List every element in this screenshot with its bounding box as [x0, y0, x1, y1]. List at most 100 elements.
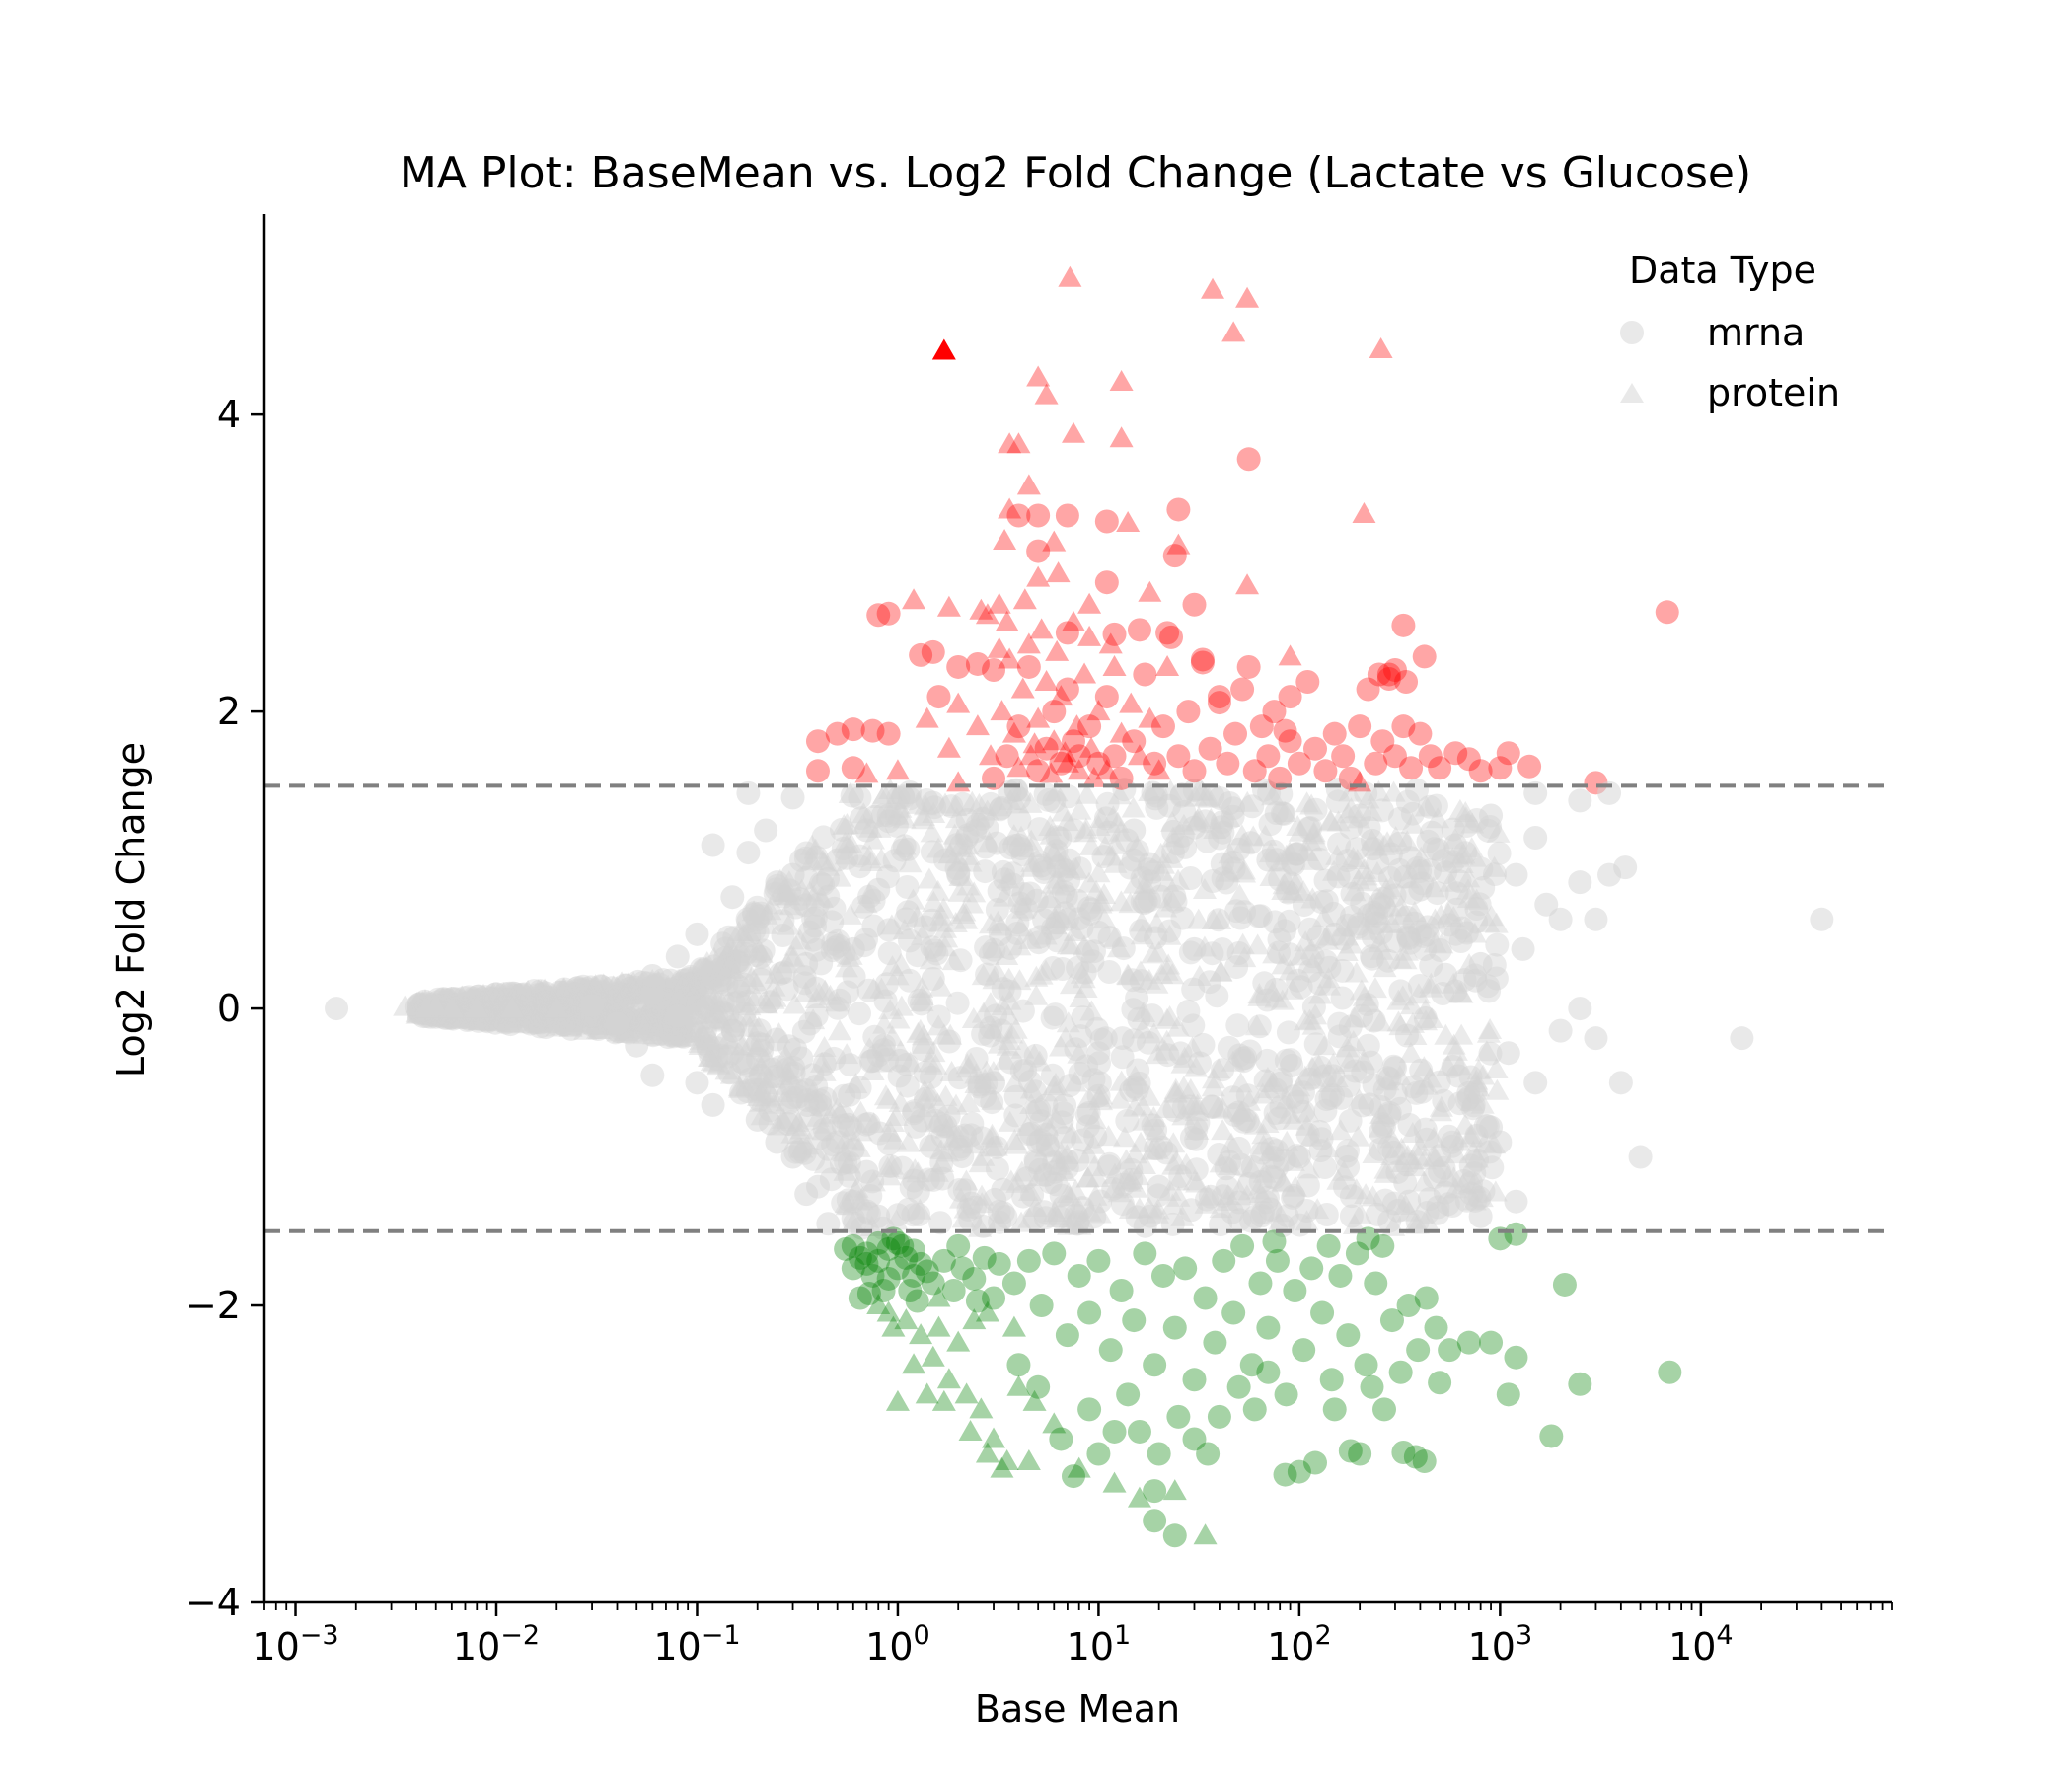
cloud-point — [1258, 1141, 1283, 1162]
cloud-point — [861, 914, 886, 938]
cloud-point — [1314, 1087, 1339, 1112]
cloud-point — [1240, 1154, 1265, 1179]
cloud-point — [1137, 888, 1161, 913]
cloud-point — [1048, 826, 1073, 851]
cloud-point — [995, 943, 1019, 965]
x-tick-label: 101 — [1067, 1620, 1132, 1669]
cloud-point — [1111, 936, 1136, 961]
cloud-point — [691, 1021, 715, 1043]
down-mrna-point — [1504, 1345, 1528, 1370]
cloud-point — [999, 1050, 1023, 1075]
cloud-point — [697, 1046, 721, 1068]
cloud-point — [497, 981, 522, 1005]
cloud-point — [1366, 1202, 1389, 1226]
cloud-point — [1370, 1112, 1395, 1137]
cloud-point — [1171, 1104, 1196, 1126]
cloud-point — [466, 984, 490, 1008]
cloud-point — [1079, 1000, 1104, 1021]
cloud-point — [1168, 1164, 1193, 1189]
cloud-point — [818, 1103, 843, 1125]
cloud-point — [495, 1008, 520, 1030]
cloud-point — [529, 979, 554, 1001]
cloud-point — [1059, 933, 1083, 955]
cloud-point — [849, 1120, 873, 1142]
not_significant-protein-point — [414, 997, 439, 1018]
cloud-point — [626, 995, 650, 1016]
up-mrna-point — [1517, 754, 1542, 779]
cloud-point — [1484, 966, 1509, 991]
cloud-point — [912, 1037, 935, 1062]
cloud-point — [933, 917, 958, 938]
cloud-point — [827, 988, 851, 1012]
up-mrna-point — [1166, 497, 1191, 522]
cloud-point — [922, 891, 946, 913]
cloud-point — [1120, 968, 1145, 993]
cloud-point — [993, 1048, 1017, 1070]
cloud-point — [1464, 910, 1488, 934]
cloud-point — [533, 981, 557, 1005]
cloud-point — [468, 1009, 492, 1031]
cloud-point — [808, 1093, 833, 1118]
cloud-point — [1354, 1183, 1378, 1205]
up-mrna-point — [1190, 650, 1215, 675]
down-protein-point — [866, 1294, 891, 1315]
cloud-point — [1388, 1096, 1413, 1121]
up-protein-point — [1119, 692, 1144, 713]
cloud-point — [1142, 1022, 1166, 1044]
cloud-point — [1362, 1073, 1386, 1097]
cloud-point — [1014, 897, 1038, 922]
cloud-point — [702, 946, 726, 968]
cloud-point — [1282, 853, 1306, 877]
cloud-point — [832, 1083, 856, 1108]
cloud-point — [1476, 911, 1501, 932]
cloud-point — [926, 1004, 951, 1029]
cloud-point — [710, 1010, 735, 1032]
cloud-point — [1416, 829, 1441, 853]
cloud-point — [842, 964, 866, 989]
cloud-point — [890, 838, 915, 862]
up-protein-point — [1201, 277, 1225, 299]
cloud-point — [805, 1105, 830, 1127]
cloud-point — [605, 975, 629, 997]
cloud-point — [1049, 1142, 1073, 1163]
cloud-point — [642, 1023, 667, 1045]
cloud-point — [800, 1063, 825, 1087]
cloud-point — [564, 976, 589, 1001]
cloud-point — [743, 1063, 768, 1084]
cloud-point — [1152, 1039, 1177, 1061]
cloud-point — [557, 990, 582, 1011]
cloud-point — [566, 978, 591, 1002]
cloud-point — [1186, 908, 1211, 929]
cloud-point — [1089, 890, 1114, 912]
cloud-point — [1023, 1149, 1048, 1173]
cloud-point — [1205, 984, 1229, 1008]
down-mrna-point — [1274, 1382, 1298, 1407]
cloud-point — [1414, 795, 1439, 817]
cloud-point — [1137, 1084, 1161, 1106]
cloud-point — [666, 989, 691, 1010]
cloud-point — [515, 1004, 540, 1029]
cloud-point — [1301, 1013, 1326, 1035]
cloud-point — [822, 1046, 847, 1071]
cloud-point — [736, 931, 761, 953]
cloud-point — [1336, 864, 1361, 888]
cloud-point — [989, 1018, 1013, 1043]
up-protein-point — [965, 714, 990, 736]
cloud-point — [886, 1203, 910, 1227]
cloud-point — [627, 1006, 651, 1028]
cloud-point — [960, 892, 985, 914]
cloud-point — [928, 911, 953, 932]
cloud-point — [1419, 1006, 1443, 1028]
cloud-point — [1413, 999, 1438, 1020]
cloud-point — [1191, 1032, 1216, 1057]
cloud-point — [687, 972, 711, 997]
cloud-point — [405, 1002, 429, 1024]
cloud-point — [1442, 1033, 1466, 1055]
cloud-point — [1313, 868, 1338, 893]
cloud-point — [1378, 912, 1403, 933]
up-mrna-point — [1376, 667, 1401, 692]
cloud-point — [886, 786, 911, 810]
cloud-point — [1018, 1070, 1042, 1094]
cloud-point — [1321, 1064, 1346, 1088]
cloud-point — [1157, 919, 1182, 943]
